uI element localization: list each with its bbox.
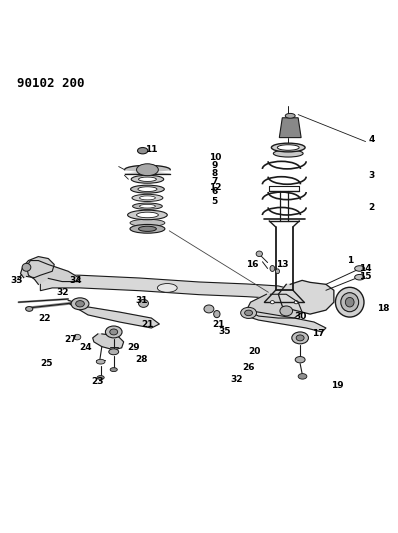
Ellipse shape: [256, 251, 262, 256]
Text: 22: 22: [38, 313, 51, 322]
Text: 12: 12: [209, 183, 221, 192]
Polygon shape: [247, 294, 302, 318]
Ellipse shape: [204, 305, 214, 313]
Text: 13: 13: [276, 260, 289, 269]
Ellipse shape: [140, 205, 155, 208]
Ellipse shape: [133, 203, 162, 209]
Polygon shape: [21, 256, 54, 278]
Ellipse shape: [296, 335, 304, 341]
Ellipse shape: [273, 150, 303, 157]
Text: 5: 5: [212, 197, 218, 206]
Ellipse shape: [110, 368, 117, 372]
Ellipse shape: [130, 219, 165, 227]
Polygon shape: [93, 334, 124, 350]
Polygon shape: [279, 118, 301, 138]
Text: 3: 3: [369, 171, 375, 180]
Ellipse shape: [130, 224, 165, 233]
Text: 10: 10: [209, 153, 221, 162]
Ellipse shape: [131, 185, 164, 193]
Ellipse shape: [139, 226, 156, 231]
Text: 32: 32: [230, 375, 243, 384]
Ellipse shape: [275, 269, 279, 273]
Ellipse shape: [110, 329, 118, 335]
Text: 30: 30: [294, 312, 306, 320]
Ellipse shape: [137, 212, 158, 217]
Ellipse shape: [294, 301, 298, 304]
Ellipse shape: [295, 357, 305, 363]
Polygon shape: [278, 280, 334, 314]
Ellipse shape: [298, 374, 307, 379]
Ellipse shape: [109, 349, 119, 355]
Polygon shape: [68, 300, 159, 328]
Ellipse shape: [71, 298, 89, 310]
Polygon shape: [243, 310, 326, 332]
Text: 23: 23: [92, 377, 104, 386]
Ellipse shape: [97, 376, 104, 379]
Ellipse shape: [139, 177, 156, 181]
Ellipse shape: [26, 306, 33, 311]
Text: 25: 25: [40, 359, 53, 368]
Text: 16: 16: [246, 260, 259, 269]
Text: 20: 20: [248, 348, 261, 356]
Ellipse shape: [214, 311, 220, 318]
Ellipse shape: [128, 210, 167, 220]
Text: 9: 9: [212, 161, 218, 170]
Ellipse shape: [292, 332, 308, 344]
Text: 26: 26: [242, 363, 255, 372]
Ellipse shape: [245, 310, 253, 316]
Polygon shape: [40, 275, 286, 301]
Ellipse shape: [138, 187, 157, 191]
Text: 21: 21: [141, 319, 154, 328]
Ellipse shape: [241, 308, 256, 318]
Text: 27: 27: [64, 335, 76, 344]
Text: 90102 200: 90102 200: [17, 77, 84, 90]
Ellipse shape: [131, 175, 164, 183]
Ellipse shape: [22, 263, 31, 271]
Text: 34: 34: [70, 276, 82, 285]
Text: 18: 18: [377, 304, 390, 313]
Text: 4: 4: [368, 135, 375, 144]
Ellipse shape: [271, 143, 305, 152]
Ellipse shape: [76, 301, 84, 307]
Ellipse shape: [270, 265, 275, 271]
Ellipse shape: [132, 195, 163, 201]
Text: 8: 8: [212, 169, 218, 178]
Text: 35: 35: [219, 327, 231, 336]
Text: 1: 1: [347, 256, 353, 265]
Ellipse shape: [157, 284, 177, 292]
Ellipse shape: [138, 148, 148, 154]
Ellipse shape: [139, 300, 148, 308]
Ellipse shape: [270, 301, 274, 304]
Ellipse shape: [105, 326, 122, 338]
Ellipse shape: [140, 196, 155, 200]
Text: 32: 32: [56, 288, 68, 297]
Ellipse shape: [336, 287, 364, 317]
Text: 19: 19: [332, 381, 344, 390]
Text: 15: 15: [359, 272, 372, 281]
Ellipse shape: [341, 293, 359, 312]
Text: 28: 28: [135, 355, 148, 364]
Ellipse shape: [355, 274, 365, 280]
Ellipse shape: [355, 266, 365, 271]
Ellipse shape: [345, 297, 354, 307]
Ellipse shape: [137, 164, 158, 176]
Text: 17: 17: [312, 329, 324, 338]
Text: 11: 11: [145, 145, 158, 154]
Polygon shape: [27, 261, 80, 284]
Text: 24: 24: [80, 343, 92, 352]
Text: 6: 6: [212, 187, 218, 196]
Ellipse shape: [285, 114, 295, 118]
Text: 2: 2: [369, 203, 375, 212]
Text: 29: 29: [127, 343, 140, 352]
Ellipse shape: [277, 145, 299, 150]
Text: 7: 7: [212, 177, 218, 185]
Ellipse shape: [96, 359, 105, 364]
Polygon shape: [125, 165, 170, 174]
Text: 33: 33: [10, 276, 23, 285]
Ellipse shape: [280, 306, 293, 316]
Text: 21: 21: [213, 319, 225, 328]
Text: 14: 14: [359, 264, 372, 273]
Ellipse shape: [74, 334, 81, 340]
Text: 31: 31: [135, 296, 148, 305]
